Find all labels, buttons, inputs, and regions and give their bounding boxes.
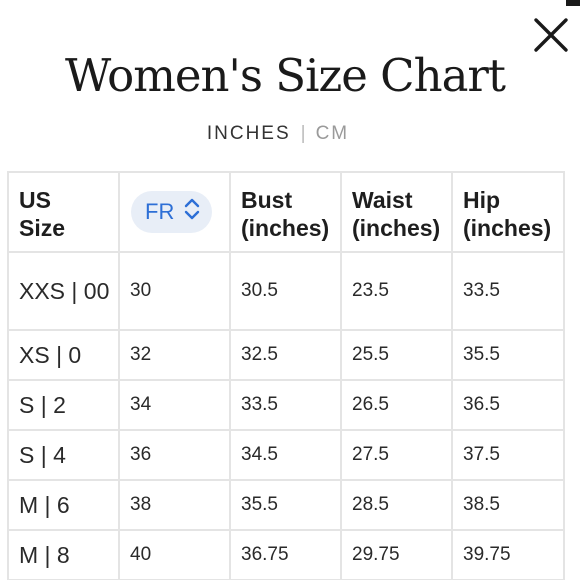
cell-waist: 28.5	[340, 479, 453, 531]
size-table: US Size FR Bust (i	[7, 171, 565, 580]
cell-fr-size: 40	[118, 529, 231, 580]
cell-hip: 33.5	[451, 251, 565, 331]
header-hip: Hip (inches)	[451, 171, 565, 253]
header-waist-line2: (inches)	[352, 215, 441, 241]
table-row: XXS | 00 30 30.5 23.5 33.5	[7, 251, 565, 331]
unit-toggle: INCHES | CM	[0, 122, 556, 146]
window-edge	[566, 0, 580, 6]
table-row: M | 6 38 35.5 28.5 38.5	[7, 479, 565, 531]
cell-us-size: M | 8	[7, 529, 120, 580]
unit-cm-option[interactable]: CM	[315, 123, 350, 144]
cell-hip: 35.5	[451, 329, 565, 381]
unit-inches-option[interactable]: INCHES	[206, 123, 291, 144]
cell-fr-size: 32	[118, 329, 231, 381]
header-us-size-line2: Size	[19, 215, 66, 241]
close-icon	[534, 18, 568, 52]
cell-bust: 30.5	[229, 251, 342, 331]
header-hip-line2: (inches)	[463, 215, 552, 241]
header-us-size-line1: US	[19, 187, 51, 213]
cell-us-size: XS | 0	[7, 329, 120, 381]
cell-bust: 35.5	[229, 479, 342, 531]
cell-waist: 29.75	[340, 529, 453, 580]
cell-bust: 33.5	[229, 379, 342, 431]
table-row: M | 8 40 36.75 29.75 39.75	[7, 529, 565, 580]
cell-waist: 25.5	[340, 329, 453, 381]
header-hip-line1: Hip	[463, 187, 501, 213]
cell-fr-size: 38	[118, 479, 231, 531]
close-button[interactable]	[532, 16, 570, 54]
cell-fr-size: 30	[118, 251, 231, 331]
cell-hip: 39.75	[451, 529, 565, 580]
region-select[interactable]: FR	[131, 191, 213, 233]
table-row: S | 2 34 33.5 26.5 36.5	[7, 379, 565, 431]
header-waist-line1: Waist	[352, 187, 413, 213]
chevron-up-down-icon	[184, 198, 200, 227]
cell-waist: 23.5	[340, 251, 453, 331]
header-bust: Bust (inches)	[229, 171, 342, 253]
table-row: S | 4 36 34.5 27.5 37.5	[7, 429, 565, 481]
cell-hip: 38.5	[451, 479, 565, 531]
header-bust-line1: Bust	[241, 187, 293, 213]
cell-us-size: M | 6	[7, 479, 120, 531]
cell-bust: 36.75	[229, 529, 342, 580]
cell-bust: 32.5	[229, 329, 342, 381]
cell-fr-size: 34	[118, 379, 231, 431]
table-row: XS | 0 32 32.5 25.5 35.5	[7, 329, 565, 381]
cell-bust: 34.5	[229, 429, 342, 481]
header-us-size: US Size	[7, 171, 120, 253]
header-region: FR	[118, 171, 231, 253]
page-title: Women's Size Chart	[64, 49, 506, 102]
cell-hip: 37.5	[451, 429, 565, 481]
cell-waist: 27.5	[340, 429, 453, 481]
cell-us-size: XXS | 00	[7, 251, 120, 331]
region-select-value: FR	[145, 199, 175, 224]
cell-fr-size: 36	[118, 429, 231, 481]
cell-waist: 26.5	[340, 379, 453, 431]
cell-us-size: S | 2	[7, 379, 120, 431]
cell-hip: 36.5	[451, 379, 565, 431]
cell-us-size: S | 4	[7, 429, 120, 481]
unit-separator: |	[300, 123, 306, 144]
header-waist: Waist (inches)	[340, 171, 453, 253]
header-bust-line2: (inches)	[241, 215, 330, 241]
table-header-row: US Size FR Bust (i	[7, 171, 565, 253]
